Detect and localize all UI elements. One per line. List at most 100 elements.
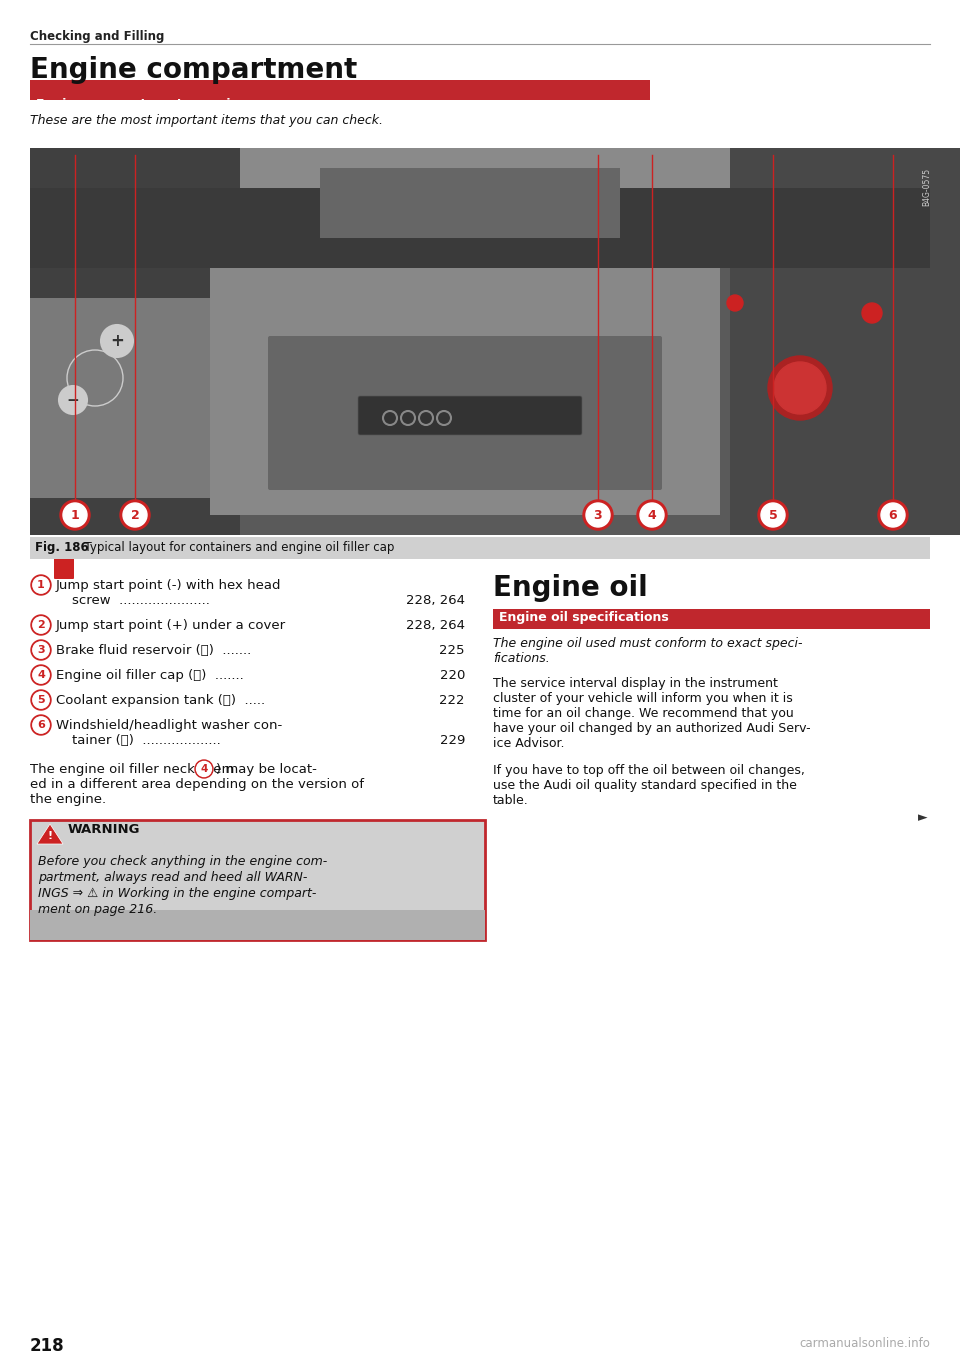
Circle shape [59,387,87,414]
Circle shape [31,574,51,595]
Text: 2: 2 [37,621,45,630]
Circle shape [583,499,613,529]
Text: use the Audi oil quality standard specified in the: use the Audi oil quality standard specif… [493,778,797,792]
Text: 3: 3 [593,509,602,521]
Text: ed in a different area depending on the version of: ed in a different area depending on the … [30,778,364,791]
Text: 4: 4 [37,670,45,680]
Circle shape [123,504,147,527]
Text: These are the most important items that you can check.: These are the most important items that … [30,114,383,127]
Circle shape [761,504,785,527]
Circle shape [33,691,49,708]
Text: cluster of your vehicle will inform you when it is: cluster of your vehicle will inform you … [493,691,793,705]
Circle shape [758,499,788,529]
Text: partment, always read and heed all WARN-: partment, always read and heed all WARN- [38,871,307,885]
Text: The engine oil used must conform to exact speci-: The engine oil used must conform to exac… [493,637,803,651]
Text: 1: 1 [37,580,45,591]
Text: Fig. 186: Fig. 186 [35,542,88,554]
Text: 6: 6 [37,720,45,729]
FancyBboxPatch shape [320,167,620,238]
Text: Brake fluid reservoir (Ⓞ)  .......: Brake fluid reservoir (Ⓞ) ....... [56,644,252,657]
Text: 5: 5 [37,695,45,705]
Circle shape [60,499,90,529]
FancyBboxPatch shape [493,608,930,629]
Circle shape [33,642,49,659]
Text: Jump start point (+) under a cover: Jump start point (+) under a cover [56,619,286,632]
Text: screw  ......................: screw ...................... [72,593,210,607]
Text: B4G-0575: B4G-0575 [923,167,931,206]
Circle shape [63,504,87,527]
Text: Jump start point (-) with hex head: Jump start point (-) with hex head [56,578,281,592]
FancyBboxPatch shape [30,148,240,535]
Text: 4: 4 [201,764,207,774]
Text: ice Advisor.: ice Advisor. [493,738,564,750]
FancyBboxPatch shape [210,215,720,514]
Circle shape [195,759,213,778]
Text: If you have to top off the oil between oil changes,: If you have to top off the oil between o… [493,764,804,777]
Circle shape [862,304,882,323]
Circle shape [774,362,826,414]
Circle shape [878,499,908,529]
Text: The service interval display in the instrument: The service interval display in the inst… [493,676,778,690]
Text: table.: table. [493,793,529,807]
FancyBboxPatch shape [30,188,930,268]
FancyBboxPatch shape [358,396,582,436]
Text: 2: 2 [131,509,139,521]
Text: ►: ► [919,811,928,823]
Circle shape [31,666,51,685]
Text: Engine compartment: Engine compartment [30,56,357,84]
Circle shape [31,715,51,735]
Text: Engine oil: Engine oil [493,574,648,602]
FancyBboxPatch shape [730,148,960,535]
FancyBboxPatch shape [30,298,240,498]
Text: Checking and Filling: Checking and Filling [30,30,164,44]
Circle shape [33,667,49,683]
FancyBboxPatch shape [30,538,930,559]
Text: time for an oil change. We recommend that you: time for an oil change. We recommend tha… [493,706,794,720]
Text: The engine oil filler neck (item: The engine oil filler neck (item [30,764,234,776]
FancyBboxPatch shape [30,80,650,99]
Text: tainer (Ⓟ)  ...................: tainer (Ⓟ) ................... [72,734,221,747]
Circle shape [768,357,832,421]
Text: 1: 1 [71,509,80,521]
Circle shape [33,577,49,593]
Circle shape [33,617,49,633]
Text: Engine oil specifications: Engine oil specifications [499,611,669,623]
Polygon shape [37,823,63,844]
Circle shape [727,295,743,312]
Circle shape [31,690,51,710]
FancyBboxPatch shape [30,819,485,940]
Text: ment on page 216.: ment on page 216. [38,902,157,916]
FancyBboxPatch shape [30,148,930,259]
Text: 220: 220 [440,670,465,682]
Text: 225: 225 [440,644,465,657]
FancyBboxPatch shape [54,553,74,578]
Text: INGS ⇒ ⚠ in Working in the engine compart-: INGS ⇒ ⚠ in Working in the engine compar… [38,887,317,900]
Text: Engine oil filler cap (Ⓟ)  .......: Engine oil filler cap (Ⓟ) ....... [56,670,244,682]
Text: 229: 229 [440,734,465,747]
Text: !: ! [47,832,53,841]
Circle shape [637,499,667,529]
Text: 228, 264: 228, 264 [406,619,465,632]
Text: the engine.: the engine. [30,793,107,806]
Text: Before you check anything in the engine com-: Before you check anything in the engine … [38,855,327,868]
FancyBboxPatch shape [30,911,485,940]
Text: have your oil changed by an authorized Audi Serv-: have your oil changed by an authorized A… [493,721,810,735]
Text: 218: 218 [30,1337,64,1356]
Circle shape [197,762,211,777]
Text: 228, 264: 228, 264 [406,593,465,607]
Text: 222: 222 [440,694,465,706]
Text: fications.: fications. [493,652,550,666]
Text: Coolant expansion tank (Ⓛ)  .....: Coolant expansion tank (Ⓛ) ..... [56,694,265,706]
Text: −: − [66,392,80,407]
Text: +: + [110,332,124,350]
Text: 6: 6 [889,509,898,521]
Circle shape [120,499,150,529]
Text: Engine compartment overview: Engine compartment overview [36,98,251,112]
FancyBboxPatch shape [268,336,662,490]
Text: carmanualsonline.info: carmanualsonline.info [799,1337,930,1350]
Circle shape [31,640,51,660]
Text: ) may be locat-: ) may be locat- [216,764,317,776]
Text: 3: 3 [37,645,45,655]
Circle shape [881,504,905,527]
Circle shape [33,717,49,734]
